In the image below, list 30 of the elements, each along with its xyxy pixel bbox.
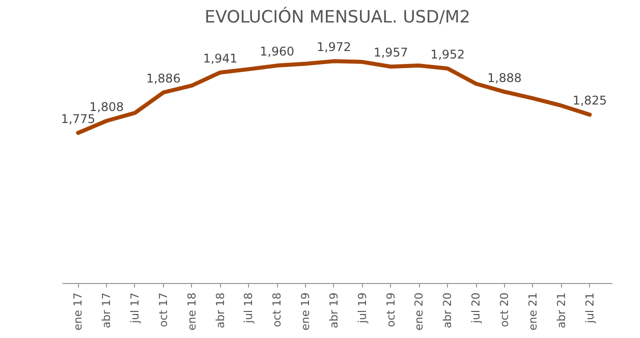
data-label: 1,888 [487, 70, 522, 85]
x-tick-label: jul 17 [128, 292, 142, 324]
data-label: 1,775 [60, 112, 96, 126]
x-tick-label: oct 17 [156, 292, 170, 328]
x-tick-label: ene 17 [72, 292, 85, 330]
x-tick-label: jul 19 [356, 292, 369, 324]
chart-title: EVOLUCIÓN MENSUAL. USD/M2 [204, 6, 470, 28]
x-tick-label: ene 21 [526, 292, 540, 330]
data-label: 1,825 [572, 94, 607, 108]
x-tick-label: jul 20 [470, 292, 483, 324]
data-label: 1,960 [260, 44, 294, 59]
data-label: 1,808 [89, 100, 124, 114]
x-tick-label: ene 20 [412, 292, 426, 330]
data-label: 1,886 [146, 71, 181, 86]
data-label: 1,957 [374, 46, 408, 60]
x-tick-label: ene 19 [299, 292, 312, 330]
x-tick-label: abr 17 [100, 292, 114, 328]
x-tick-label: jul 18 [242, 292, 256, 324]
x-tick-label: ene 18 [185, 292, 198, 330]
data-label: 1,952 [430, 47, 465, 62]
data-label: 1,972 [316, 40, 352, 54]
x-tick-label: oct 18 [270, 292, 284, 328]
x-tick-label: abr 18 [214, 292, 227, 328]
x-tick-label: oct 19 [384, 292, 398, 328]
x-tick-label: jul 21 [583, 292, 596, 324]
data-label: 1,941 [203, 51, 238, 66]
x-tick-label: abr 21 [554, 292, 568, 328]
x-tick-label: abr 20 [441, 292, 454, 328]
x-tick-label: abr 19 [327, 292, 340, 328]
x-tick-label: oct 20 [498, 292, 511, 328]
